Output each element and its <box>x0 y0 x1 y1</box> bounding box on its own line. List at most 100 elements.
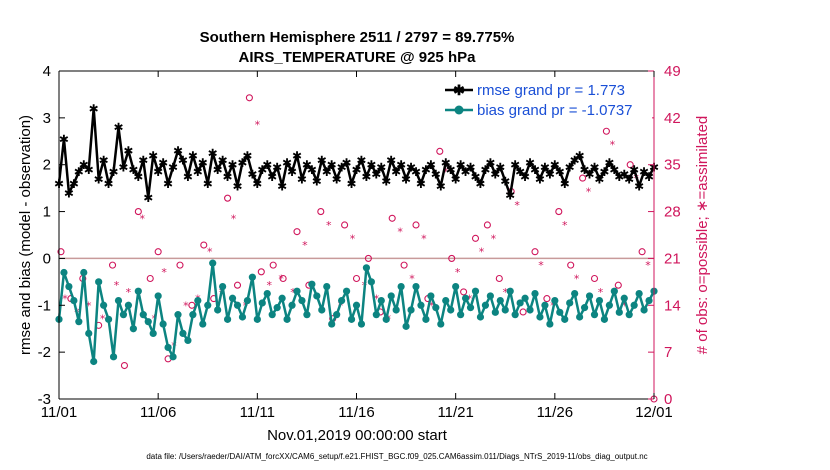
bias-point <box>352 301 361 309</box>
obs-assimilated-point: * <box>598 286 604 299</box>
x-tick-label: 11/11 <box>240 404 275 421</box>
obs-assimilated-point: * <box>207 246 213 259</box>
rmse-point: ✱ <box>84 163 94 177</box>
obs-possible-point <box>400 261 408 269</box>
y-tick-label: -1 <box>38 297 51 314</box>
rmse-point: ✱ <box>317 154 327 168</box>
y-tick-label: -2 <box>38 344 51 361</box>
obs-possible-point <box>200 241 208 249</box>
rmse-point: ✱ <box>406 161 416 175</box>
bias-point <box>65 282 73 291</box>
rmse-point: ✱ <box>267 170 277 184</box>
rmse-point: ✱ <box>426 158 436 172</box>
obs-assimilated-point: * <box>266 279 272 292</box>
x-tick-label: 11/26 <box>537 404 573 421</box>
bias-point <box>184 336 192 345</box>
obs-assimilated-point: * <box>491 232 497 245</box>
bias-point <box>476 313 485 321</box>
bias-point <box>452 282 460 291</box>
rmse-point: ✱ <box>565 161 575 175</box>
obs-assimilated-point: * <box>562 219 568 232</box>
rmse-point: ✱ <box>113 121 123 135</box>
obs-assimilated-point: * <box>255 119 261 132</box>
rmse-point: ✱ <box>143 191 153 205</box>
obs-assimilated-point: * <box>278 273 284 286</box>
rmse-point: ✱ <box>500 175 510 189</box>
bias-point <box>134 287 142 295</box>
rmse-point: ✱ <box>59 132 69 146</box>
rmse-point: ✱ <box>485 156 495 170</box>
rmse-point: ✱ <box>575 149 585 163</box>
rmse-point: ✱ <box>589 161 599 175</box>
rmse-point: ✱ <box>356 154 366 168</box>
legend-bias-marker <box>454 105 464 115</box>
y-tick-label: 0 <box>43 250 51 267</box>
x-tick-label: 12/01 <box>635 404 673 421</box>
rmse-point: ✱ <box>619 168 629 182</box>
obs-assimilated-point: * <box>538 259 544 272</box>
series-layer: ✱✱✱✱✱✱✱✱✱✱✱✱✱✱✱✱✱✱✱✱✱✱✱✱✱✱✱✱✱✱✱✱✱✱✱✱✱✱✱✱… <box>54 102 659 366</box>
obs-possible-point <box>519 308 527 316</box>
bias-point <box>427 292 435 300</box>
rmse-point: ✱ <box>232 179 242 193</box>
rmse-point: ✱ <box>361 170 371 184</box>
rmse-point: ✱ <box>188 149 198 163</box>
obs-possible-point <box>448 254 456 262</box>
tick-layer: -3 -2 -1 0 1 2 3 4 0 7 14 21 28 35 42 49 11/01 11/06 11/11… <box>38 63 681 421</box>
rmse-point: ✱ <box>421 163 431 177</box>
rmse-point: ✱ <box>545 168 555 182</box>
bias-point <box>501 306 509 314</box>
rmse-point: ✱ <box>312 175 322 189</box>
y2-tick-label: 7 <box>664 344 672 361</box>
rmse-point: ✱ <box>495 161 505 175</box>
bias-point <box>590 311 599 319</box>
y2-tick-label: 49 <box>664 63 681 80</box>
y2-tick-label: 42 <box>664 110 681 127</box>
obs-assimilated-point: * <box>443 165 449 178</box>
bias-point <box>199 320 207 328</box>
legend-rmse-marker: ✱ <box>453 82 465 98</box>
obs-assimilated-point: * <box>455 266 461 279</box>
bias-point <box>323 282 331 291</box>
bias-point <box>600 315 609 323</box>
bias-point <box>605 301 613 309</box>
bias-point <box>139 311 147 319</box>
obs-possible-point <box>293 228 301 236</box>
rmse-point: ✱ <box>118 161 128 175</box>
rmse-point: ✱ <box>178 154 188 168</box>
legend-bias-label: bias grand pr = -1.0737 <box>477 102 633 119</box>
rmse-point: ✱ <box>480 163 490 177</box>
rmse-point: ✱ <box>609 163 619 177</box>
bias-point <box>387 292 395 300</box>
obs-possible-point <box>134 208 142 216</box>
rmse-point: ✱ <box>282 156 292 170</box>
y-tick-label: 4 <box>43 63 51 80</box>
rmse-point: ✱ <box>371 168 381 182</box>
rmse-point: ✱ <box>470 170 480 184</box>
y2-tick-label: 28 <box>664 204 681 221</box>
obs-assimilated-point: * <box>290 286 296 299</box>
rmse-point: ✱ <box>287 165 297 179</box>
rmse-point: ✱ <box>639 165 649 179</box>
rmse-point: ✱ <box>208 147 218 161</box>
bias-point <box>397 282 405 291</box>
bias-point <box>169 353 177 361</box>
obs-assimilated-point: * <box>421 232 427 245</box>
bias-point <box>630 301 638 309</box>
rmse-point: ✱ <box>228 158 238 172</box>
rmse-point: ✱ <box>580 163 590 177</box>
bias-point <box>422 315 430 323</box>
obs-possible-point <box>352 274 361 283</box>
rmse-point: ✱ <box>386 154 396 168</box>
legend: ✱ rmse grand pr = 1.773 bias grand pr = … <box>438 78 652 124</box>
rmse-point: ✱ <box>242 149 252 163</box>
obs-assimilated-point: * <box>479 246 485 259</box>
bias-point <box>288 301 296 309</box>
obs-possible-point <box>638 248 646 256</box>
rmse-point: ✱ <box>218 154 228 168</box>
rmse-point: ✱ <box>555 165 565 179</box>
bias-point <box>466 304 475 312</box>
rmse-point: ✱ <box>466 161 476 175</box>
y2-tick-label: 21 <box>664 250 681 267</box>
obs-assimilated-point: * <box>397 226 403 239</box>
